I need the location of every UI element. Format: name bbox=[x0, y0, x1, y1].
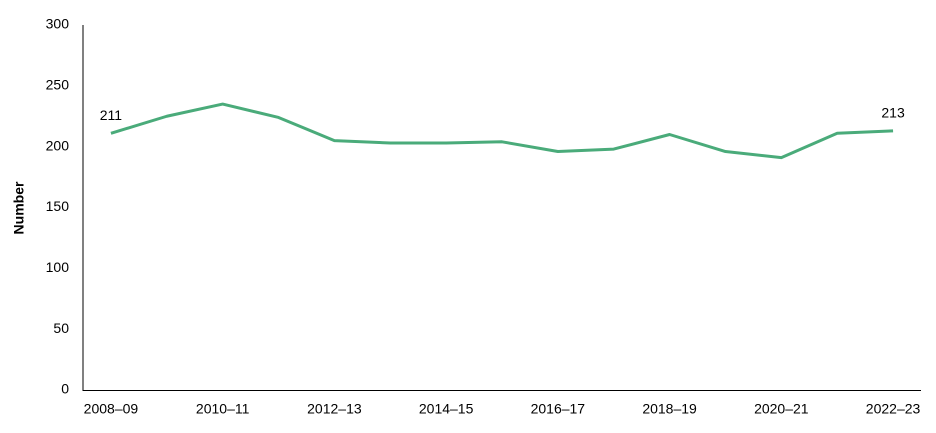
y-tick-label: 50 bbox=[53, 320, 69, 336]
x-tick-label: 2010–11 bbox=[196, 401, 250, 417]
y-tick-label: 0 bbox=[61, 381, 69, 397]
x-tick-label: 2014–15 bbox=[419, 401, 474, 417]
x-tick-label: 2018–19 bbox=[642, 401, 697, 417]
x-tick-label: 2022–23 bbox=[866, 401, 921, 417]
x-tick-label: 2012–13 bbox=[307, 401, 362, 417]
y-axis-label: Number bbox=[11, 181, 27, 234]
x-tick-label: 2008–09 bbox=[84, 401, 139, 417]
data-label: 211 bbox=[100, 107, 123, 123]
y-tick-label: 100 bbox=[46, 259, 70, 275]
line bbox=[110, 102, 894, 160]
y-tick-label: 250 bbox=[46, 77, 70, 93]
x-tick-label: 2016–17 bbox=[531, 401, 586, 417]
y-tick-label: 150 bbox=[46, 198, 70, 214]
y-tick-label: 200 bbox=[46, 137, 70, 153]
data-label: 213 bbox=[881, 105, 905, 121]
x-tick-label: 2020–21 bbox=[754, 401, 809, 417]
y-tick-label: 300 bbox=[46, 16, 70, 32]
